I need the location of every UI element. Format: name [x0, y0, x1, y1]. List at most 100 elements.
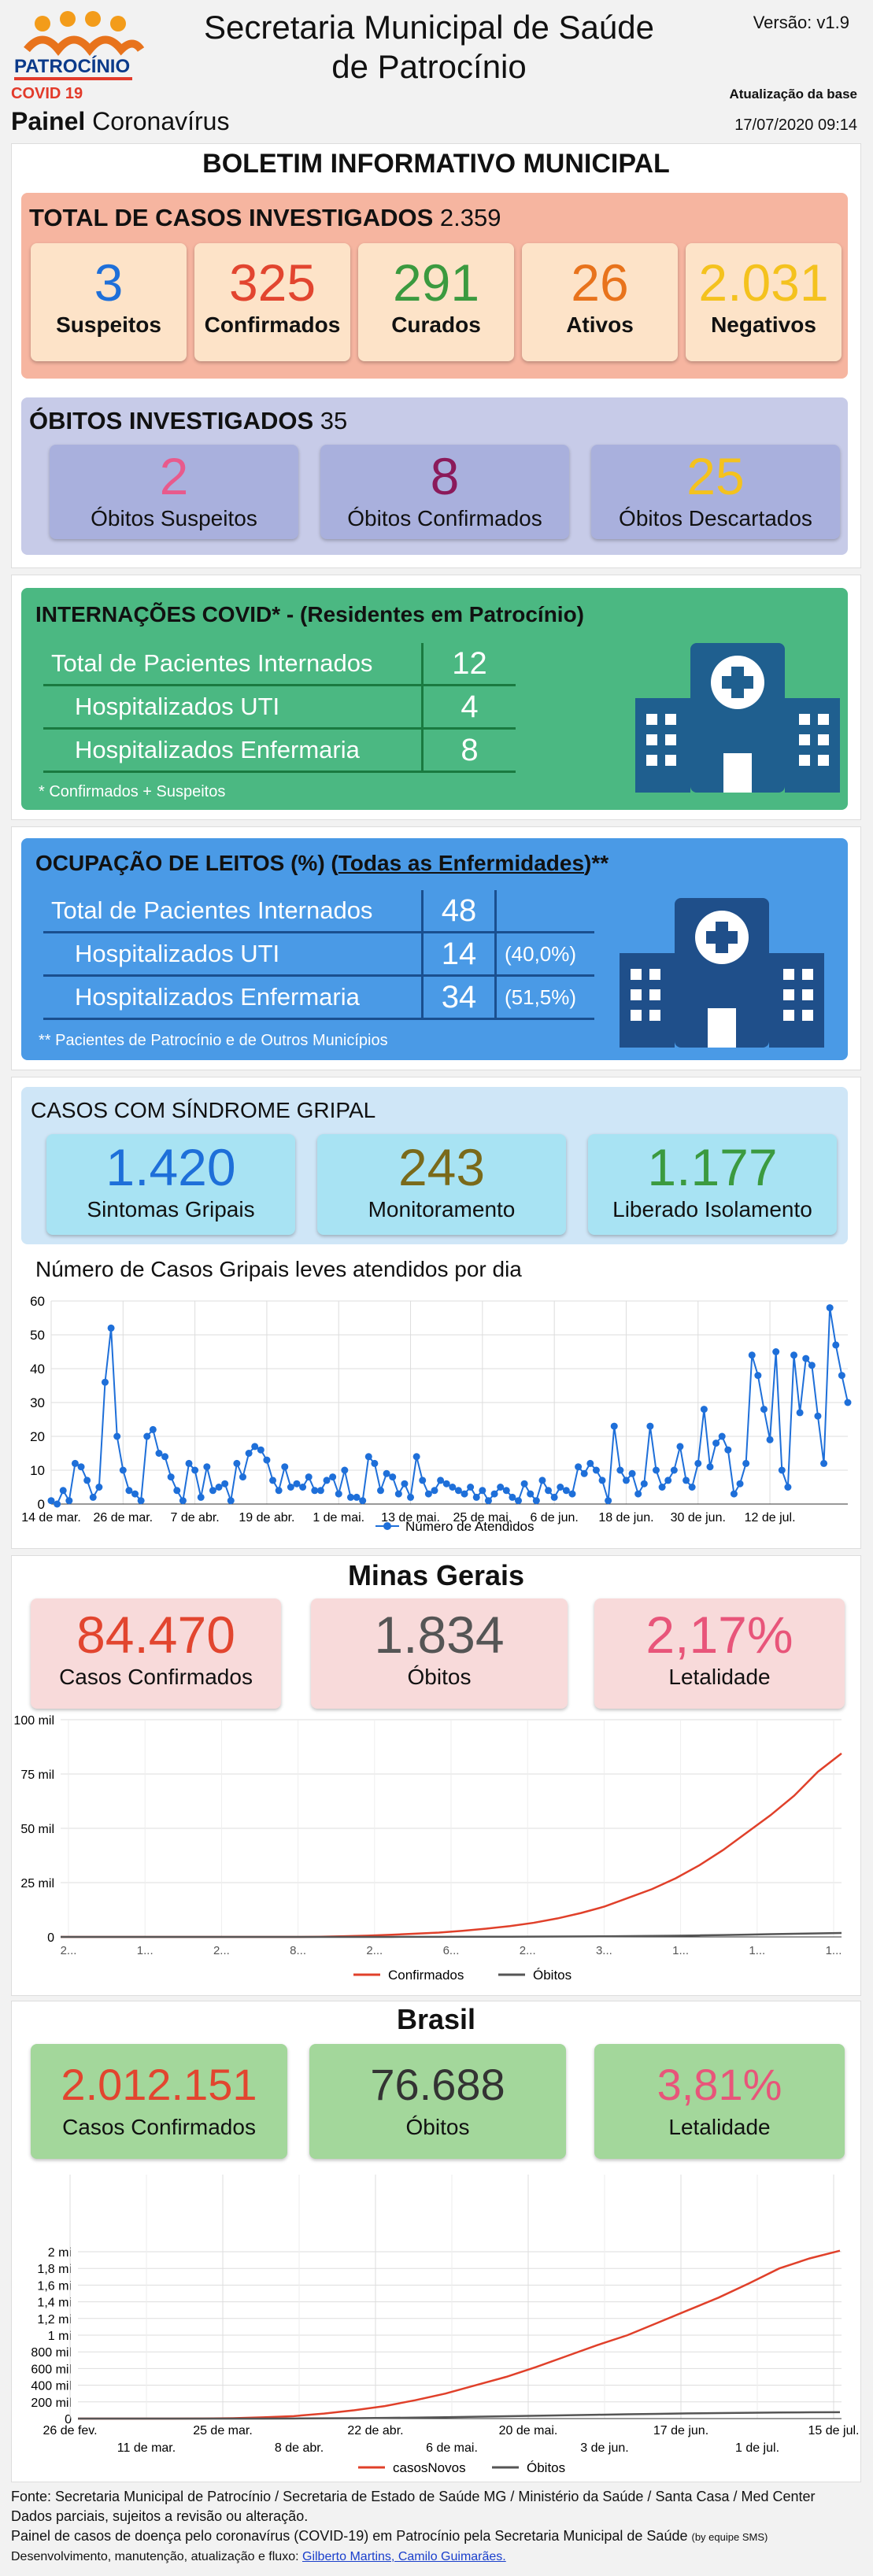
y-tick-label: 10	[30, 1463, 45, 1478]
ocupacao-note: ** Pacientes de Patrocínio e de Outros M…	[39, 1032, 388, 1049]
brasil-obitos-box[interactable]: 76.688 Óbitos	[309, 2044, 566, 2159]
data-point	[646, 1422, 654, 1430]
confirmados-box[interactable]: 325 Confirmados	[194, 243, 350, 361]
negativos-box[interactable]: 2.031 Negativos	[686, 243, 842, 361]
data-point	[185, 1459, 193, 1467]
data-point	[598, 1476, 606, 1484]
update-date: 17/07/2020 09:14	[734, 116, 857, 134]
table-row: Total de Pacientes Internados 48	[43, 890, 594, 933]
x-tick-label: 13 de mai.	[381, 1511, 440, 1525]
liberado-isolamento-box[interactable]: 1.177 Liberado Isolamento	[588, 1134, 837, 1235]
ativos-box[interactable]: 26 Ativos	[522, 243, 678, 361]
obitos-suspeitos-box[interactable]: 2 Óbitos Suspeitos	[50, 445, 298, 539]
x-tick-label: 19 de abr.	[239, 1511, 294, 1525]
data-point	[161, 1453, 169, 1461]
y-tick-label: 200 mil	[31, 2397, 72, 2410]
data-point	[766, 1436, 774, 1443]
data-point	[772, 1348, 780, 1355]
data-point	[149, 1425, 157, 1433]
data-point	[610, 1422, 618, 1430]
series-line	[78, 2411, 841, 2420]
x-tick-label: 6 de mai.	[426, 2441, 478, 2455]
suspeitos-box[interactable]: 3 Suspeitos	[31, 243, 187, 361]
obitos-panel: ÓBITOS INVESTIGADOS 35 2 Óbitos Suspeitos…	[21, 397, 848, 555]
monitoramento-box[interactable]: 243 Monitoramento	[317, 1134, 566, 1235]
data-point	[316, 1487, 324, 1495]
data-point	[311, 1487, 319, 1495]
x-tick-label: 2...	[61, 1944, 77, 1957]
y-tick-label: 40	[30, 1362, 45, 1377]
boletim-card: BOLETIM INFORMATIVO MUNICIPAL TOTAL DE C…	[11, 143, 861, 568]
x-tick-label: 25 de mar.	[193, 2424, 253, 2437]
obitos-confirmados-box[interactable]: 8 Óbitos Confirmados	[320, 445, 569, 539]
x-tick-label: 6...	[443, 1944, 460, 1957]
x-tick-label: 2...	[366, 1944, 383, 1957]
data-point	[622, 1476, 630, 1484]
total-label: TOTAL DE CASOS INVESTIGADOS 2.359	[29, 204, 501, 231]
y-tick-label: 0	[38, 1497, 45, 1512]
data-point	[89, 1493, 97, 1501]
covid-tag: COVID 19	[11, 85, 83, 102]
gripal-chart-title: Número de Casos Gripais leves atendidos …	[35, 1257, 522, 1281]
page-title: Secretaria Municipal de Saúde de Patrocín…	[203, 9, 654, 85]
data-point	[346, 1493, 354, 1501]
sintomas-gripais-box[interactable]: 1.420 Sintomas Gripais	[46, 1134, 295, 1235]
minas-chart: 0 25 mil 50 mil 75 mil 100 mil 2... 1... 2... 8.…	[13, 1714, 842, 1983]
data-point	[472, 1493, 480, 1501]
data-point	[239, 1473, 246, 1481]
data-point	[431, 1487, 438, 1495]
data-point	[119, 1466, 127, 1474]
x-tick-label: 8...	[290, 1944, 306, 1957]
y-tick-label: 600 mil	[31, 2363, 72, 2376]
data-point	[269, 1476, 277, 1484]
y-tick-label: 30	[30, 1395, 45, 1410]
curados-box[interactable]: 291 Curados	[358, 243, 514, 361]
data-point	[509, 1493, 516, 1501]
y-tick-label: 100 mil	[13, 1714, 54, 1728]
data-point	[760, 1406, 768, 1414]
x-tick-label: 20 de mai.	[499, 2424, 558, 2437]
data-point	[173, 1487, 181, 1495]
data-point	[592, 1466, 600, 1474]
data-point	[353, 1493, 361, 1501]
x-tick-label: 1...	[672, 1944, 689, 1957]
data-point	[155, 1450, 163, 1457]
data-point	[515, 1497, 523, 1505]
x-tick-label: 6 de jun.	[530, 1511, 578, 1525]
data-point	[502, 1487, 510, 1495]
minas-confirmados-box[interactable]: 84.470 Casos Confirmados	[31, 1598, 281, 1709]
table-row: Hospitalizados Enfermaria 34 (51,5%)	[43, 975, 594, 1020]
table-row: Hospitalizados UTI 4	[43, 685, 516, 730]
data-point	[95, 1484, 103, 1491]
data-point	[442, 1480, 450, 1488]
data-point	[784, 1484, 792, 1491]
data-point	[209, 1487, 216, 1495]
data-point	[449, 1484, 457, 1491]
data-point	[245, 1450, 253, 1457]
legend-label: casosNovos	[393, 2460, 466, 2475]
x-tick-label: 26 de mar.	[94, 1511, 154, 1525]
data-point	[179, 1497, 187, 1505]
data-point	[634, 1490, 642, 1498]
data-point	[658, 1484, 666, 1491]
data-point	[424, 1490, 432, 1498]
y-tick-label: 75 mil	[20, 1768, 54, 1782]
data-point	[461, 1490, 468, 1498]
data-point	[568, 1490, 576, 1498]
data-point	[538, 1476, 546, 1484]
data-point	[137, 1497, 145, 1505]
data-point	[383, 1469, 390, 1477]
x-tick-label: 2...	[213, 1944, 230, 1957]
minas-obitos-box[interactable]: 1.834 Óbitos	[311, 1598, 568, 1709]
update-label: Atualização da base	[729, 87, 857, 102]
brasil-chart: 0 200 mil 400 mil 600 mil 800 mil 1 mi 1,2 mi 1…	[31, 2175, 859, 2475]
obitos-descartados-box[interactable]: 25 Óbitos Descartados	[591, 445, 840, 539]
x-tick-label: 14 de mar.	[21, 1511, 81, 1525]
data-point	[718, 1432, 726, 1440]
y-tick-label: 25 mil	[20, 1877, 54, 1890]
credits-link[interactable]: Gilberto Martins, Camilo Guimarães.	[302, 2550, 506, 2563]
brasil-letalidade-box[interactable]: 3,81% Letalidade	[594, 2044, 845, 2159]
minas-letalidade-box[interactable]: 2,17% Letalidade	[594, 1598, 845, 1709]
series-line	[61, 1931, 842, 1938]
brasil-confirmados-box[interactable]: 2.012.151 Casos Confirmados	[31, 2044, 287, 2159]
